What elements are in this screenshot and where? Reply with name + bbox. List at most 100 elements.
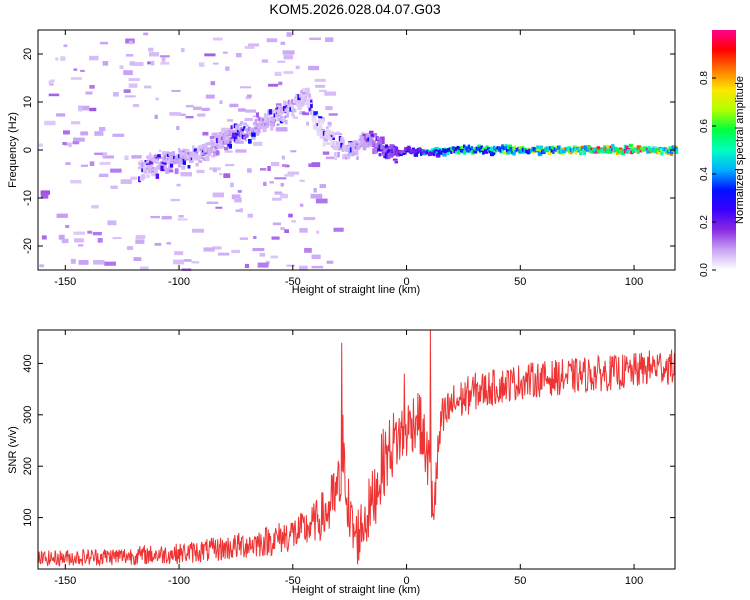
spectrogram-cell: [224, 146, 229, 151]
spectrogram-cell: [574, 150, 578, 155]
spectrogram-cell: [647, 146, 651, 151]
spectrogram-cell: [490, 146, 494, 151]
spectrogram-ylabel: Frequency (Hz): [7, 112, 19, 188]
spectrogram-cell: [310, 102, 313, 108]
spectrogram-cell: [70, 180, 82, 184]
spectrogram-cell: [383, 145, 386, 149]
spectrogram-cell: [620, 149, 624, 154]
spectrogram-cell: [162, 151, 165, 156]
spectrogram-cell: [303, 97, 307, 100]
spectrogram-cell: [292, 114, 295, 119]
spectrogram-cell: [149, 160, 154, 166]
spectrogram-cell: [73, 68, 78, 71]
spectrogram-cell: [305, 100, 310, 106]
spectrogram-cell: [146, 160, 149, 164]
spectrogram-cell: [280, 227, 285, 231]
spectrogram-cell: [169, 112, 181, 116]
spectrogram-cell: [636, 145, 642, 151]
spectrogram-cell: [654, 148, 657, 153]
spectrogram-cell: [182, 149, 185, 153]
spectrogram-cell: [369, 142, 372, 147]
spectrogram-cell: [270, 255, 279, 259]
spectrogram-cell: [150, 164, 154, 167]
spectrogram-cell: [291, 99, 294, 105]
spectrogram-cell: [233, 136, 237, 142]
spectrogram-cell: [197, 154, 200, 161]
spectrogram-cell: [271, 236, 280, 240]
spectrogram-cell: [310, 110, 313, 115]
spectrogram-cell: [63, 44, 68, 48]
spectrogram-cell: [346, 146, 350, 152]
spectrogram-cell: [378, 153, 382, 157]
spectrogram-cell: [380, 136, 385, 140]
spectrogram-cell: [219, 173, 223, 176]
spectrogram-cell: [463, 150, 466, 155]
spectrogram-cell: [65, 162, 71, 165]
spectrogram-cell: [370, 133, 375, 138]
spectrogram-cell: [365, 132, 370, 139]
spectrogram-cell: [362, 144, 367, 151]
spectrogram-cell: [170, 155, 175, 160]
spectrogram-cell: [152, 160, 155, 163]
spectrogram-cell: [48, 93, 60, 97]
spectrogram-cell: [555, 145, 559, 151]
spectrogram-cell: [232, 130, 236, 134]
spectrogram-cell: [174, 168, 179, 175]
spectrogram-cell: [509, 146, 513, 152]
spectrogram-cell: [155, 173, 160, 179]
spectrogram-cell: [147, 155, 156, 160]
spectrogram-cell: [569, 151, 573, 155]
spectrogram-cell: [268, 109, 273, 115]
spectrogram-cell: [300, 98, 304, 103]
spectrogram-cell: [448, 147, 451, 152]
spectrogram-cell: [248, 126, 251, 133]
spectrogram-cell: [319, 184, 326, 189]
spectrogram-cell: [267, 166, 271, 171]
spectrogram-cell: [73, 231, 86, 235]
spectrogram-cell: [215, 206, 223, 209]
spectrogram-cell: [141, 162, 144, 168]
snr-xtick-label: 50: [514, 575, 526, 587]
colorbar-tick-label: 0.4: [699, 167, 710, 181]
spectrogram-cell: [292, 102, 298, 106]
spectrogram-cell: [73, 137, 85, 142]
spectrogram-cell: [504, 145, 508, 150]
snr-ytick-label: 400: [22, 354, 34, 372]
spectrogram-cell: [262, 126, 267, 133]
spectrogram-cell: [534, 148, 538, 153]
spectrogram-cell: [322, 151, 330, 155]
spectrogram-cell: [123, 89, 131, 93]
spectrogram-cell: [40, 193, 49, 199]
spectrogram-cell: [394, 152, 397, 155]
spectrogram-cell: [373, 149, 378, 154]
spectrogram-cell: [212, 151, 217, 155]
spectrogram-cell: [160, 55, 170, 58]
spectrogram-cell: [332, 144, 336, 148]
spectrogram-cell: [308, 163, 313, 167]
spectrogram-cell: [128, 83, 138, 88]
spectrogram-cell: [198, 62, 205, 67]
spectrogram-cell: [236, 127, 240, 130]
spectrogram-cell: [200, 150, 203, 154]
spectrogram-cell: [340, 142, 343, 148]
spectrogram-cell: [167, 169, 174, 173]
spectrogram-cell: [191, 261, 200, 264]
spectrogram-cell: [202, 131, 209, 136]
spectrogram-cell: [291, 103, 294, 107]
spectrogram-cell: [165, 167, 170, 170]
spectrogram-cell: [222, 51, 228, 54]
spectrogram-cell: [236, 140, 244, 144]
spectrogram-cell: [381, 152, 386, 156]
spectrogram-cell: [289, 107, 293, 112]
spectrogram-cell: [280, 182, 284, 187]
spectrogram-cell: [596, 146, 601, 150]
spectrogram-cell: [44, 120, 56, 126]
spectrogram-cell: [596, 149, 600, 153]
spectrogram-cell: [230, 125, 233, 130]
spectrogram-xtick-label: -100: [168, 276, 190, 288]
spectrogram-cell: [338, 147, 342, 151]
spectrogram-cell: [550, 149, 554, 153]
spectrogram-cell: [480, 145, 483, 150]
spectrogram-cell: [349, 145, 353, 150]
spectrogram-cell: [277, 60, 286, 63]
